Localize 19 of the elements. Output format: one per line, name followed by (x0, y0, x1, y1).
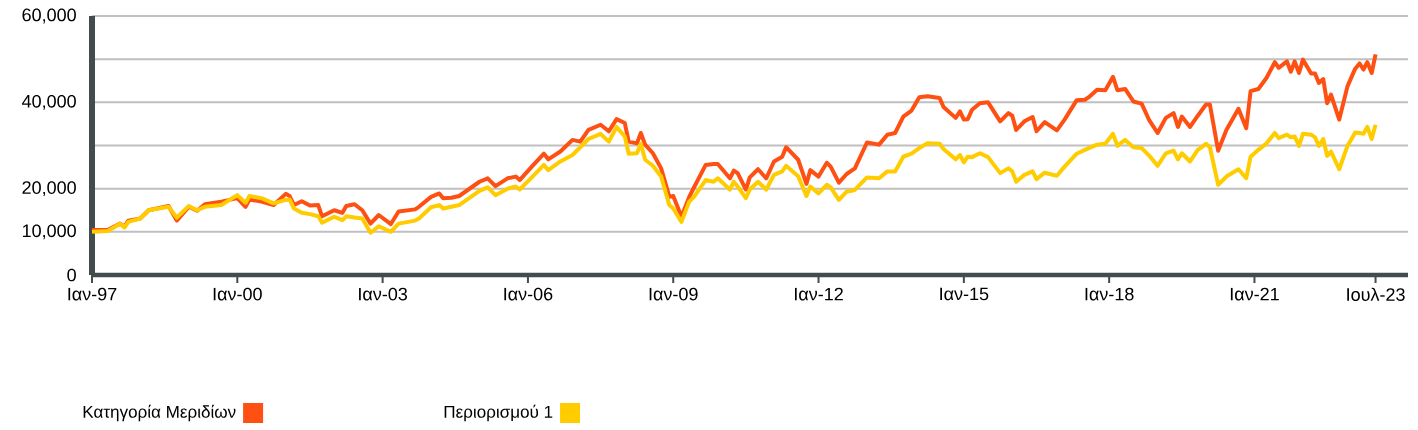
x-tick-label: Ιαν-12 (794, 287, 843, 301)
x-tick-label: Ιαν-97 (68, 287, 117, 301)
line-series (90, 122, 1378, 235)
x-tick-label: Ιαν-06 (504, 287, 553, 301)
legend-label: Κατηγορία Μεριδίων (83, 404, 236, 422)
legend-label: Περιορισμού 1 (444, 404, 553, 422)
x-tick-label: Ιαν-15 (940, 287, 989, 301)
x-tick-label: Ιαν-03 (359, 287, 408, 301)
x-tick-label: Ιαν-09 (649, 287, 698, 301)
y-tick-label: 10,000 (22, 224, 76, 240)
x-tick-label: Ιαν-21 (1230, 287, 1279, 301)
x-tick-label: Ιαν-18 (1085, 287, 1134, 301)
y-tick-label: 20,000 (22, 181, 76, 197)
y-tick-label: 40,000 (22, 94, 76, 110)
line-series (90, 52, 1378, 233)
y-tick-label: 60,000 (22, 8, 76, 24)
y-tick-label: 0 (67, 268, 76, 282)
x-tick-label: Ιουλ-23 (1347, 287, 1405, 301)
x-tick-label: Ιαν-00 (213, 287, 262, 301)
